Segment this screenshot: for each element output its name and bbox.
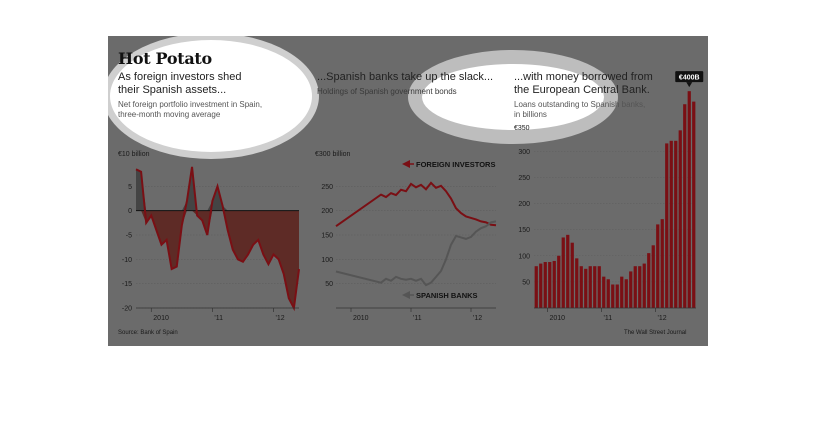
bar <box>647 253 651 308</box>
bar <box>552 260 556 308</box>
y-tick-label: 50 <box>325 281 333 288</box>
panel1-unit-label: €10 billion <box>118 151 150 158</box>
bar <box>561 237 565 308</box>
x-tick-label: 2010 <box>550 315 566 322</box>
y-tick-label: -15 <box>122 281 132 288</box>
investment-line <box>135 166 300 312</box>
legend-arrow-foreign <box>402 160 410 168</box>
legend-spanish-banks: SPANISH BANKS <box>416 291 478 300</box>
panel3-subtitle: ...with money borrowed from the European … <box>514 71 653 96</box>
y-tick-label: -5 <box>126 233 132 240</box>
bar <box>615 284 619 308</box>
bar <box>579 266 583 308</box>
panel1-subtitle: As foreign investors shed their Spanish a… <box>118 71 242 96</box>
bar <box>548 262 552 308</box>
x-tick-label: '12 <box>276 315 285 322</box>
bar <box>651 245 655 308</box>
bar <box>534 266 538 308</box>
bar <box>629 271 633 308</box>
bar <box>543 262 547 308</box>
y-tick-label: 50 <box>522 279 530 286</box>
chart-panel: Hot Potato As foreign investors shed thei… <box>108 36 708 346</box>
bar <box>588 266 592 308</box>
x-tick-label: '11 <box>413 315 422 322</box>
panel2-unit-label: €300 billion <box>315 151 351 158</box>
callout-pointer <box>686 82 693 88</box>
x-tick-label: '11 <box>214 315 223 322</box>
callout-box <box>675 71 704 83</box>
highlight-ellipse <box>110 40 312 152</box>
panel3-description: Loans outstanding to Spanish banks, in bi… <box>514 100 646 119</box>
bar <box>660 219 664 308</box>
bar <box>575 258 579 308</box>
bar <box>606 279 610 308</box>
bar <box>620 276 624 308</box>
y-tick-label: 250 <box>321 184 333 191</box>
y-tick-label: 250 <box>518 175 530 182</box>
y-tick-label: 200 <box>518 201 530 208</box>
bar <box>683 104 687 308</box>
y-tick-label: 5 <box>128 184 132 191</box>
foreign-investors-line <box>335 181 497 228</box>
bar <box>692 101 696 308</box>
bar <box>633 266 637 308</box>
bar <box>584 268 588 308</box>
negative-area <box>136 210 299 308</box>
y-tick-label: 150 <box>321 233 333 240</box>
bar <box>539 263 543 308</box>
bar <box>678 130 682 308</box>
x-tick-label: 2010 <box>353 315 369 322</box>
y-tick-label: 150 <box>518 227 530 234</box>
bar <box>687 91 691 308</box>
bar <box>674 140 678 308</box>
x-tick-label: '11 <box>604 315 613 322</box>
bar <box>593 266 597 308</box>
charts-svg: 50-5-10-15-202010'11'1225020015010050FOR… <box>122 71 704 322</box>
bar <box>656 224 660 308</box>
y-tick-label: 300 <box>518 149 530 156</box>
y-tick-label: 100 <box>518 253 530 260</box>
bar <box>638 266 642 308</box>
y-tick-label: 200 <box>321 208 333 215</box>
bar <box>597 266 601 308</box>
bar <box>570 242 574 308</box>
y-tick-label: -20 <box>122 306 132 313</box>
panel2-subtitle: ...Spanish banks take up the slack... <box>317 71 494 83</box>
spanish-banks-line <box>335 220 497 287</box>
publisher-credit: The Wall Street Journal <box>624 330 687 336</box>
bar <box>669 140 673 308</box>
source-note: Source: Bank of Spain <box>118 330 178 336</box>
page-title: Hot Potato <box>118 49 212 68</box>
y-tick-label: 100 <box>321 257 333 264</box>
callout-label: €400B <box>679 75 700 82</box>
y-tick-label: -10 <box>122 257 132 264</box>
panel2-description: Holdings of Spanish government bonds <box>317 87 457 96</box>
legend-arrow-banks <box>402 291 410 299</box>
panel1-description: Net foreign portfolio investment in Spai… <box>118 100 263 119</box>
bar <box>557 255 561 308</box>
bar <box>665 143 669 308</box>
x-tick-label: '12 <box>473 315 482 322</box>
legend-foreign-investors: FOREIGN INVESTORS <box>416 160 495 169</box>
x-tick-label: 2010 <box>153 315 169 322</box>
y-tick-label: 0 <box>128 208 132 215</box>
bar <box>642 263 646 308</box>
bar <box>566 234 570 308</box>
bar <box>602 276 606 308</box>
panel3-unit-label: €350 <box>514 125 530 132</box>
x-tick-label: '12 <box>658 315 667 322</box>
bar <box>624 279 628 308</box>
bar <box>611 284 615 308</box>
